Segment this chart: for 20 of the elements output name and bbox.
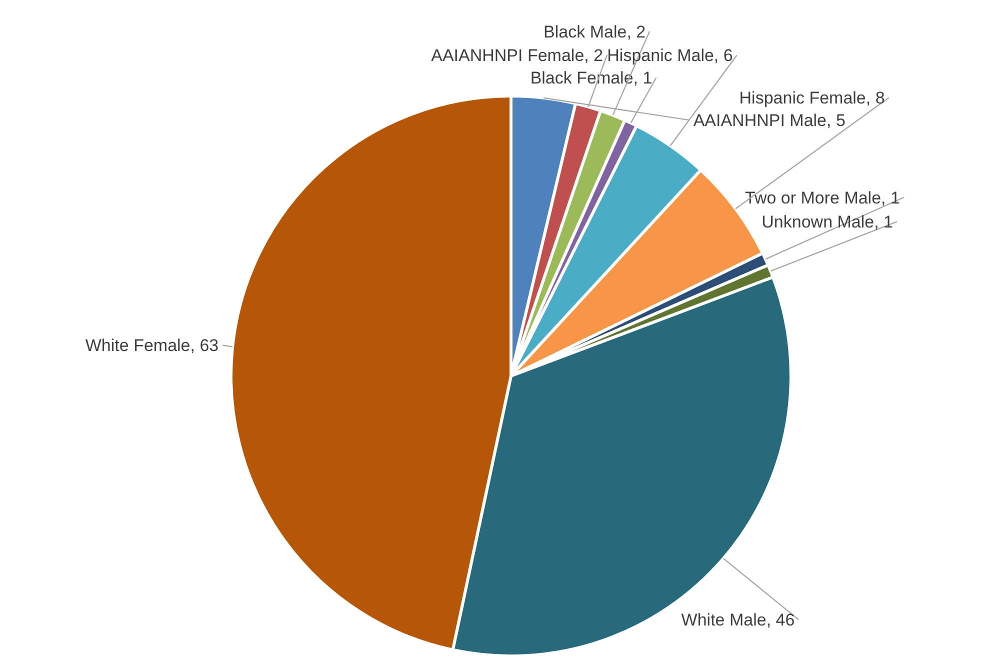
slice-label: White Female [85,336,190,356]
data-label: , 8 [866,88,885,108]
data-label: , 1 [633,68,652,88]
slice-label: AAIANHNPI Female [431,46,584,65]
slice-label: Black Female [530,68,634,88]
data-label: , 2 [626,22,646,42]
slice-label: Two or More Male [745,188,882,208]
data-label: , 1 [881,188,900,208]
slice-label: Hispanic Female [739,88,866,108]
data-label: , 46 [766,610,795,630]
slice-label: Hispanic Male [607,46,714,66]
data-label: , 6 [714,46,733,66]
data-label: , 5 [826,111,846,130]
slice-label: White Male [681,610,766,630]
data-label: , 2 [584,46,604,65]
slice-label: AAIANHNPI Male [693,111,827,130]
slice-label: Black Male [544,22,627,42]
data-label: , 1 [874,212,894,232]
data-label: , 63 [190,336,219,356]
slice-label: Unknown Male [762,212,874,232]
